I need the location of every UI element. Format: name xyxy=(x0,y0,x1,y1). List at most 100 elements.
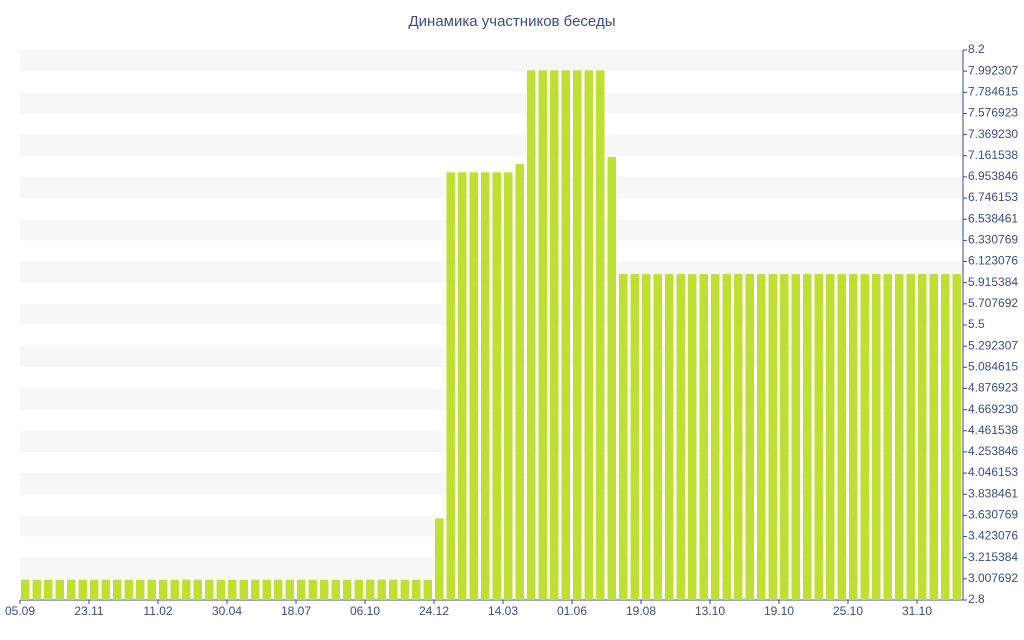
bar xyxy=(515,164,524,600)
bar xyxy=(837,274,846,600)
bar xyxy=(101,579,110,600)
bar xyxy=(44,579,53,600)
bar xyxy=(113,579,122,600)
bar xyxy=(251,579,260,600)
y-tick-label: 5.292307 xyxy=(968,338,1018,352)
x-tick-label: 30.04 xyxy=(212,604,242,618)
bar xyxy=(124,579,133,600)
x-tick-label: 19.10 xyxy=(764,604,794,618)
bar xyxy=(642,274,651,600)
bar xyxy=(492,172,501,600)
y-tick-label: 3.838461 xyxy=(968,486,1018,500)
bar xyxy=(228,579,237,600)
bar xyxy=(21,579,30,600)
x-tick-label: 25.10 xyxy=(833,604,863,618)
bar xyxy=(354,579,363,600)
bar xyxy=(193,579,202,600)
bar xyxy=(216,579,225,600)
bar xyxy=(423,579,432,600)
bar xyxy=(170,579,179,600)
bar xyxy=(803,274,812,600)
bar xyxy=(458,172,467,600)
bar xyxy=(504,172,513,600)
bar xyxy=(711,274,720,600)
y-tick-label: 4.876923 xyxy=(968,381,1018,395)
chart-title: Динамика участников беседы xyxy=(409,13,616,30)
bar xyxy=(929,274,938,600)
y-tick-label: 7.369230 xyxy=(968,127,1018,141)
bar xyxy=(147,579,156,600)
x-tick-label: 24.12 xyxy=(419,604,449,618)
bar xyxy=(469,172,478,600)
y-tick-label: 3.423076 xyxy=(968,529,1018,543)
y-tick-label: 6.330769 xyxy=(968,233,1018,247)
y-tick-label: 4.669230 xyxy=(968,402,1018,416)
y-tick-label: 5.084615 xyxy=(968,359,1018,373)
bar xyxy=(699,274,708,600)
y-tick-label: 7.161538 xyxy=(968,148,1018,162)
bar xyxy=(688,274,697,600)
bar xyxy=(274,579,283,600)
bar xyxy=(665,274,674,600)
bar xyxy=(722,274,731,600)
bar xyxy=(297,579,306,600)
y-tick-label: 6.538461 xyxy=(968,211,1018,225)
grid-band xyxy=(20,176,963,199)
bar xyxy=(619,274,628,600)
bar xyxy=(159,579,168,600)
bar xyxy=(561,70,570,601)
bar xyxy=(527,70,536,601)
bar xyxy=(883,274,892,600)
bar xyxy=(780,274,789,600)
x-tick-label: 31.10 xyxy=(902,604,932,618)
y-tick-label: 5.915384 xyxy=(968,275,1018,289)
grid-band xyxy=(20,92,963,114)
bar xyxy=(343,579,352,600)
y-tick-label: 6.953846 xyxy=(968,169,1018,183)
y-tick-label: 4.046153 xyxy=(968,465,1018,479)
bar xyxy=(400,579,409,600)
bar xyxy=(538,70,547,601)
bar xyxy=(895,274,904,600)
bar xyxy=(849,274,858,600)
bar xyxy=(872,274,881,600)
bar xyxy=(550,70,559,601)
bar xyxy=(331,579,340,600)
bar xyxy=(734,274,743,600)
y-tick-label: 4.461538 xyxy=(968,423,1018,437)
bar xyxy=(239,579,248,600)
bar xyxy=(814,274,823,600)
y-tick-label: 6.123076 xyxy=(968,254,1018,268)
bar xyxy=(55,579,64,600)
y-tick-label: 2.8 xyxy=(968,592,985,606)
y-tick-label: 5.5 xyxy=(968,317,985,331)
bar xyxy=(607,156,616,600)
y-tick-label: 4.253846 xyxy=(968,444,1018,458)
y-tick-label: 8.2 xyxy=(968,42,985,56)
bar xyxy=(136,579,145,600)
bar xyxy=(768,274,777,600)
bar xyxy=(285,579,294,600)
bar xyxy=(826,274,835,600)
bar xyxy=(377,579,386,600)
bar xyxy=(952,274,961,600)
y-tick-label: 7.576923 xyxy=(968,106,1018,120)
bar xyxy=(446,172,455,600)
x-tick-label: 18.07 xyxy=(281,604,311,618)
grid-band xyxy=(20,219,963,241)
bar xyxy=(389,579,398,600)
bar xyxy=(653,274,662,600)
bar xyxy=(630,274,639,600)
bar xyxy=(757,274,766,600)
bar xyxy=(745,274,754,600)
bar xyxy=(584,70,593,601)
bar xyxy=(32,579,41,600)
y-tick-label: 3.215384 xyxy=(968,550,1018,564)
x-tick-label: 05.09 xyxy=(5,604,35,618)
bar xyxy=(676,274,685,600)
y-tick-label: 7.992307 xyxy=(968,63,1018,77)
grid-band xyxy=(20,50,963,72)
y-tick-label: 5.707692 xyxy=(968,296,1018,310)
